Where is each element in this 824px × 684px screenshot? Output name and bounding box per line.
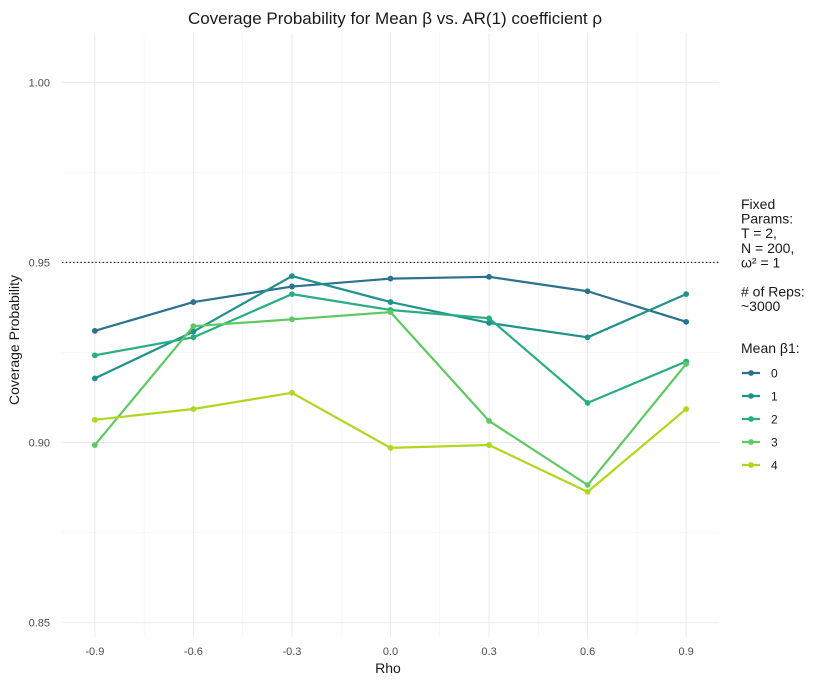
data-point bbox=[584, 288, 591, 295]
x-tick-label: -0.9 bbox=[85, 646, 104, 658]
legend-note-line: # of Reps: bbox=[741, 284, 805, 300]
legend-key-2: 2 bbox=[742, 413, 778, 427]
data-point bbox=[289, 273, 295, 280]
data-point bbox=[91, 375, 98, 382]
data-point bbox=[683, 291, 690, 298]
legend-key-point bbox=[748, 439, 754, 445]
data-point bbox=[289, 389, 295, 396]
x-tick-label: 0.9 bbox=[679, 646, 694, 658]
y-tick-label: 0.95 bbox=[29, 257, 50, 269]
data-point bbox=[486, 273, 492, 280]
x-axis-ticks: -0.9 -0.6 -0.3 0.0 0.3 0.6 0.9 bbox=[85, 646, 693, 658]
data-point bbox=[486, 442, 492, 448]
legend-key-3: 3 bbox=[742, 436, 778, 450]
series-4 bbox=[91, 389, 690, 495]
series-3 bbox=[91, 309, 690, 488]
legend-key-point bbox=[748, 416, 754, 422]
legend-note-line: ~3000 bbox=[741, 298, 781, 314]
data-point bbox=[91, 327, 98, 334]
data-point bbox=[289, 283, 295, 290]
legend-label: 1 bbox=[771, 390, 778, 404]
series-layer bbox=[91, 273, 690, 495]
x-tick-label: -0.3 bbox=[282, 646, 301, 658]
legend-title: Mean β1: bbox=[741, 340, 800, 356]
data-point bbox=[190, 299, 197, 305]
chart-title: Coverage Probability for Mean β vs. AR(1… bbox=[188, 9, 602, 28]
legend-label: 3 bbox=[771, 436, 778, 450]
data-point bbox=[190, 328, 197, 335]
legend-key-point bbox=[748, 393, 754, 399]
y-axis-title: Coverage Probability bbox=[6, 275, 22, 405]
legend-key-1: 1 bbox=[742, 390, 778, 404]
data-point bbox=[486, 417, 492, 424]
y-tick-label: 0.90 bbox=[29, 438, 50, 450]
legend-label: 0 bbox=[771, 367, 778, 381]
data-point bbox=[584, 399, 591, 406]
data-point bbox=[486, 315, 492, 322]
data-point bbox=[387, 309, 394, 316]
data-point bbox=[387, 275, 394, 282]
data-point bbox=[683, 361, 690, 367]
data-point bbox=[486, 320, 492, 326]
data-point bbox=[289, 316, 295, 323]
data-point bbox=[190, 406, 197, 412]
data-point bbox=[91, 416, 98, 423]
x-axis-title: Rho bbox=[375, 660, 401, 676]
x-tick-label: 0.6 bbox=[580, 646, 595, 658]
data-point bbox=[387, 299, 394, 305]
legend-label: 4 bbox=[771, 459, 778, 473]
legend-label: 2 bbox=[771, 413, 778, 427]
x-tick-label: -0.6 bbox=[184, 646, 203, 658]
legend-key-point bbox=[748, 370, 754, 376]
legend-note-line: Fixed bbox=[741, 196, 775, 212]
y-axis-ticks: 0.85 0.90 0.95 1.00 bbox=[29, 77, 50, 629]
y-tick-label: 0.85 bbox=[29, 618, 50, 630]
data-point bbox=[584, 488, 591, 495]
data-point bbox=[387, 445, 394, 451]
grid bbox=[62, 33, 719, 637]
legend-note-line: N = 200, bbox=[741, 240, 794, 256]
data-point bbox=[190, 334, 197, 341]
data-point bbox=[584, 334, 591, 341]
legend-note-line: Params: bbox=[741, 211, 793, 227]
legend-key-4: 4 bbox=[742, 459, 778, 473]
data-point bbox=[584, 482, 591, 488]
legend-note-line: T = 2, bbox=[741, 225, 777, 241]
legend-key-0: 0 bbox=[742, 367, 778, 381]
data-point bbox=[683, 406, 690, 412]
data-point bbox=[683, 318, 690, 325]
data-point bbox=[190, 323, 197, 330]
series-0 bbox=[91, 273, 690, 334]
y-tick-label: 1.00 bbox=[29, 77, 50, 89]
legend-note-line: ω² = 1 bbox=[741, 254, 781, 270]
x-tick-label: 0.0 bbox=[383, 646, 398, 658]
data-point bbox=[91, 442, 98, 448]
series-1 bbox=[91, 273, 690, 382]
x-tick-label: 0.3 bbox=[481, 646, 496, 658]
data-point bbox=[91, 352, 98, 359]
legend-key-point bbox=[748, 462, 754, 468]
data-point bbox=[289, 291, 295, 298]
